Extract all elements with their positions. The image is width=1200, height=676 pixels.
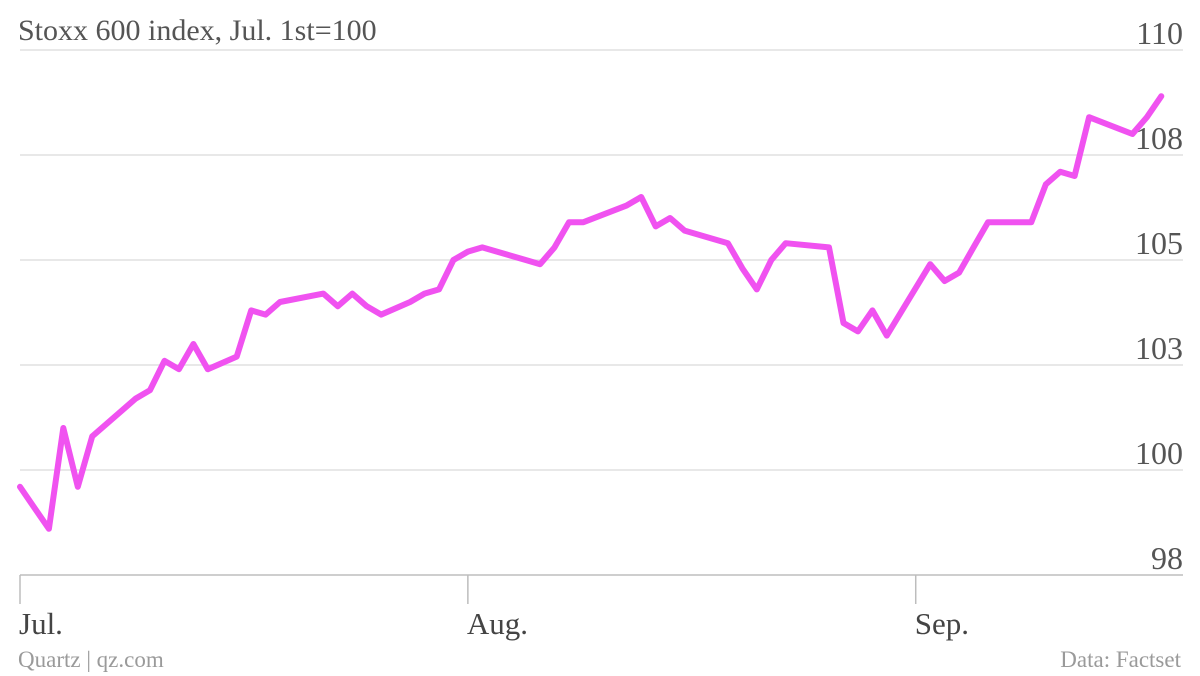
gridlines [20,49,1183,471]
x-tick-label: Jul. [19,606,63,641]
chart-title: Stoxx 600 index, Jul. 1st=100 [18,14,377,47]
series-layer [17,93,1165,532]
x-tick-label: Aug. [467,606,528,641]
y-tick-label: 100 [1135,435,1183,471]
y-tick-label: 110 [1136,15,1183,51]
x-tick-label: Sep. [915,606,969,641]
y-tick-label: 105 [1135,225,1183,261]
y-tick-label: 98 [1151,540,1183,576]
data-source-label: Data: Factset [1060,647,1181,672]
x-axis-ticks: Jul. Aug. Sep. [19,575,969,641]
y-tick-label: 103 [1135,330,1183,366]
series-line [17,93,1165,532]
source-credit: Quartz | qz.com [18,647,164,672]
